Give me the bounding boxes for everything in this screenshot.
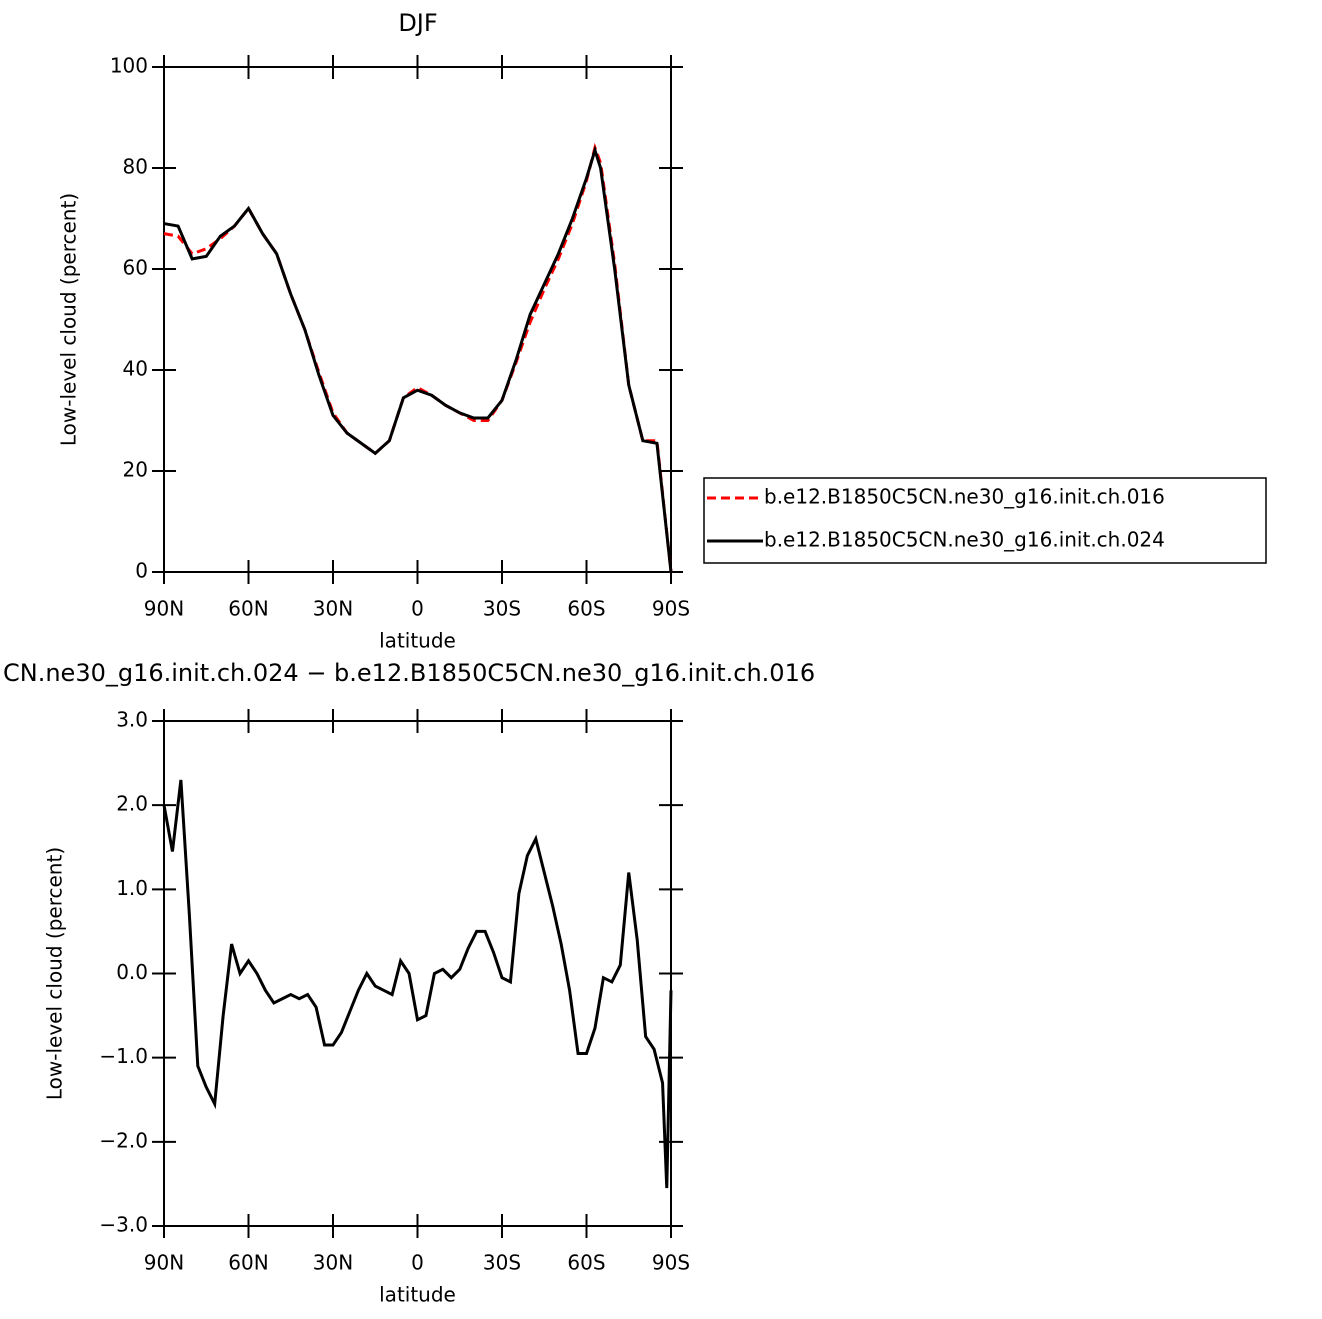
y-tick-label: 20	[123, 458, 148, 482]
chart-title: CN.ne30_g16.init.ch.024 − b.e12.B1850C5C…	[3, 659, 815, 687]
data-line	[163, 142, 673, 573]
y-tick-label: 40	[123, 357, 148, 381]
y-tick-label: 60	[123, 256, 148, 280]
x-tick-label: 30S	[483, 1251, 521, 1275]
y-tick-label: 0	[135, 559, 148, 583]
x-axis-label: latitude	[379, 629, 456, 653]
y-tick-label: 100	[110, 54, 148, 78]
x-tick-label: 30S	[483, 597, 521, 621]
x-tick-label: 60N	[228, 1251, 268, 1275]
x-tick-label: 90S	[652, 1251, 690, 1275]
y-tick-label: −1.0	[99, 1044, 148, 1068]
y-tick-label: 2.0	[116, 792, 148, 816]
x-tick-label: 90N	[144, 1251, 184, 1275]
x-axis-label: latitude	[379, 1283, 456, 1307]
data-line	[162, 779, 673, 1189]
y-tick-label: 1.0	[116, 876, 148, 900]
x-tick-label: 60N	[228, 597, 268, 621]
y-axis-label: Low-level cloud (percent)	[43, 847, 67, 1100]
x-tick-label: 90S	[652, 597, 690, 621]
data-line	[163, 145, 673, 573]
legend-label: b.e12.B1850C5CN.ne30_g16.init.ch.016	[764, 485, 1165, 509]
legend-box	[703, 477, 1267, 564]
y-axis-label: Low-level cloud (percent)	[57, 193, 81, 446]
x-tick-label: 0	[411, 1251, 424, 1275]
legend-label: b.e12.B1850C5CN.ne30_g16.init.ch.024	[764, 528, 1165, 552]
x-tick-label: 30N	[313, 1251, 353, 1275]
x-tick-label: 0	[411, 597, 424, 621]
x-tick-label: 30N	[313, 597, 353, 621]
x-tick-label: 90N	[144, 597, 184, 621]
y-tick-label: 3.0	[116, 708, 148, 732]
y-tick-label: 80	[123, 155, 148, 179]
x-tick-label: 60S	[567, 1251, 605, 1275]
y-tick-label: 0.0	[116, 960, 148, 984]
plot-frame	[163, 66, 672, 573]
x-tick-label: 60S	[567, 597, 605, 621]
y-tick-label: −2.0	[99, 1128, 148, 1152]
plot-frame	[163, 720, 672, 1227]
y-tick-label: −3.0	[99, 1213, 148, 1237]
chart-title: DJF	[398, 9, 437, 37]
